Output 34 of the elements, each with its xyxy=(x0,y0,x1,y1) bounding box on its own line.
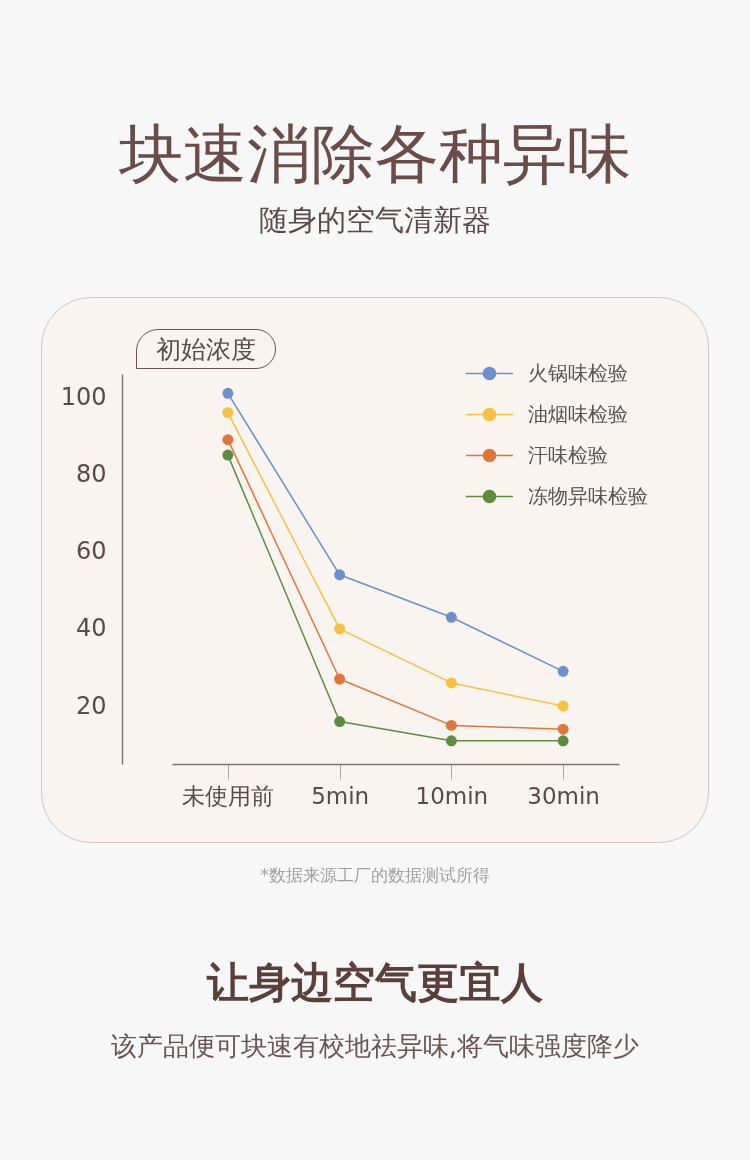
chart-title: 块速消除各种异味 xyxy=(118,117,632,191)
point xyxy=(445,735,457,747)
y-tick-label: 60 xyxy=(75,537,107,566)
point xyxy=(222,407,234,419)
text: 该产品便可块速有校地祛异味,将气味强度降少 xyxy=(109,1031,641,1061)
point xyxy=(334,623,346,635)
x-tick-label: 5min xyxy=(311,782,370,809)
point xyxy=(334,716,346,727)
legend-label: 汗味检验 xyxy=(528,442,608,467)
point xyxy=(222,449,234,461)
point xyxy=(445,611,457,623)
point xyxy=(334,673,346,685)
point xyxy=(445,719,457,731)
legend-label: 火锅味检验 xyxy=(528,360,628,385)
point xyxy=(557,723,569,735)
y-tick-label: 40 xyxy=(75,614,107,643)
legend-label: 冻物异味检验 xyxy=(528,483,648,508)
point xyxy=(445,677,457,689)
point xyxy=(557,735,569,747)
legend-label: 油烟味检验 xyxy=(528,401,628,426)
point xyxy=(222,387,234,399)
x-tick-label: 10min xyxy=(415,782,489,809)
point xyxy=(557,700,569,712)
x-tick-label: 未使用前 xyxy=(182,782,275,809)
point xyxy=(334,569,346,581)
x-tick-label: 30min xyxy=(527,782,600,809)
y-tick-label: 20 xyxy=(75,691,107,720)
text: *数据来源工厂的数据测试所得 xyxy=(259,865,491,885)
point xyxy=(557,665,569,677)
point xyxy=(222,434,234,446)
y-tick-label: 80 xyxy=(75,459,107,488)
chart-subtitle: 随身的空气清新器 xyxy=(258,203,492,237)
text: 让身边空气更宜人 xyxy=(205,958,544,1007)
y-tick-label: 100 xyxy=(60,382,107,411)
